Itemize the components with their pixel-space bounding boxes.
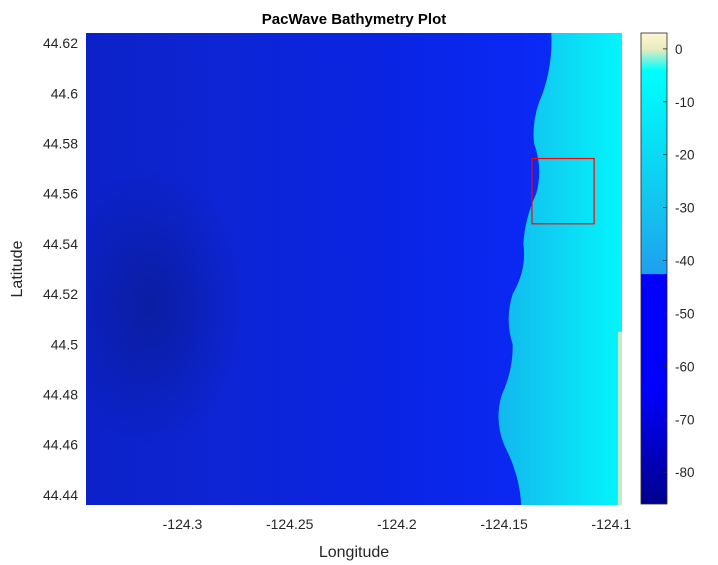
- y-tick: 44.58: [43, 135, 78, 151]
- y-tick: 44.52: [43, 286, 78, 302]
- y-tick-label: 44.56: [43, 186, 78, 202]
- colorbar-tick-label: -40: [675, 254, 695, 269]
- x-tick: -124.15: [480, 516, 528, 532]
- x-tick-label: -124.3: [163, 516, 203, 532]
- x-tick: -124.1: [591, 516, 631, 532]
- x-tick-label: -124.2: [377, 516, 417, 532]
- colorbar: 0 -10 -20 -30 -40 -50 -60 -70 -80: [640, 32, 695, 505]
- y-tick: 44.54: [43, 236, 78, 252]
- y-tick-label: 44.46: [43, 437, 78, 453]
- y-tick-label: 44.52: [43, 286, 78, 302]
- y-tick: 44.46: [43, 437, 78, 453]
- shallow-water-field: [498, 33, 622, 505]
- colorbar-tick-label: -80: [675, 465, 695, 480]
- y-tick-label: 44.6: [51, 85, 78, 101]
- colorbar-tick: -50: [663, 306, 695, 321]
- y-tick: 44.48: [43, 387, 78, 403]
- colorbar-gradient: [640, 32, 668, 505]
- region-of-interest-box: [531, 157, 595, 225]
- x-tick: -124.2: [377, 516, 417, 532]
- y-axis-ticks: 44.44 44.46 44.48 44.5 44.52 44.54 44.56 44.58 4…: [43, 35, 78, 503]
- colorbar-tick: -10: [663, 95, 695, 110]
- colorbar-tick: -80: [663, 465, 695, 480]
- colorbar-ticks: 0 -10 -20 -30 -40 -50 -60 -70 -80: [663, 42, 695, 480]
- y-tick: 44.6: [51, 85, 78, 101]
- colorbar-tick-label: -50: [675, 306, 695, 321]
- y-tick-label: 44.54: [43, 236, 78, 252]
- shoreline-strip: [618, 331, 622, 505]
- y-tick: 44.56: [43, 186, 78, 202]
- x-tick: -124.3: [163, 516, 203, 532]
- colorbar-tick: -20: [663, 148, 695, 163]
- y-tick: 44.44: [43, 487, 78, 503]
- colorbar-tick: -40: [663, 254, 695, 269]
- colorbar-tick: -60: [663, 359, 695, 374]
- deepest-area-shading: [86, 166, 246, 447]
- colorbar-tick: 0: [663, 42, 683, 57]
- colorbar-tick-label: -30: [675, 201, 695, 216]
- y-axis-label: Latitude: [9, 240, 26, 297]
- y-tick-label: 44.62: [43, 35, 78, 51]
- colorbar-tick-label: -70: [675, 412, 695, 427]
- plot-area: [86, 33, 622, 505]
- x-axis-ticks: -124.3 -124.25 -124.2 -124.15 -124.1: [163, 516, 632, 532]
- y-tick: 44.62: [43, 35, 78, 51]
- colorbar-tick: -30: [663, 201, 695, 216]
- colorbar-tick: -70: [663, 412, 695, 427]
- y-tick: 44.5: [51, 336, 78, 352]
- colorbar-tick-label: -10: [675, 95, 695, 110]
- y-tick-label: 44.48: [43, 387, 78, 403]
- x-axis-label: Longitude: [319, 544, 389, 561]
- y-tick-label: 44.44: [43, 487, 78, 503]
- x-tick: -124.25: [266, 516, 314, 532]
- y-tick-label: 44.5: [51, 336, 78, 352]
- colorbar-tick-label: -20: [675, 148, 695, 163]
- colorbar-tick-label: 0: [675, 42, 683, 57]
- x-tick-label: -124.15: [480, 516, 528, 532]
- colorbar-tick-label: -60: [675, 359, 695, 374]
- y-tick-label: 44.58: [43, 135, 78, 151]
- x-tick-label: -124.25: [266, 516, 314, 532]
- chart-title: PacWave Bathymetry Plot: [262, 11, 447, 28]
- x-tick-label: -124.1: [591, 516, 631, 532]
